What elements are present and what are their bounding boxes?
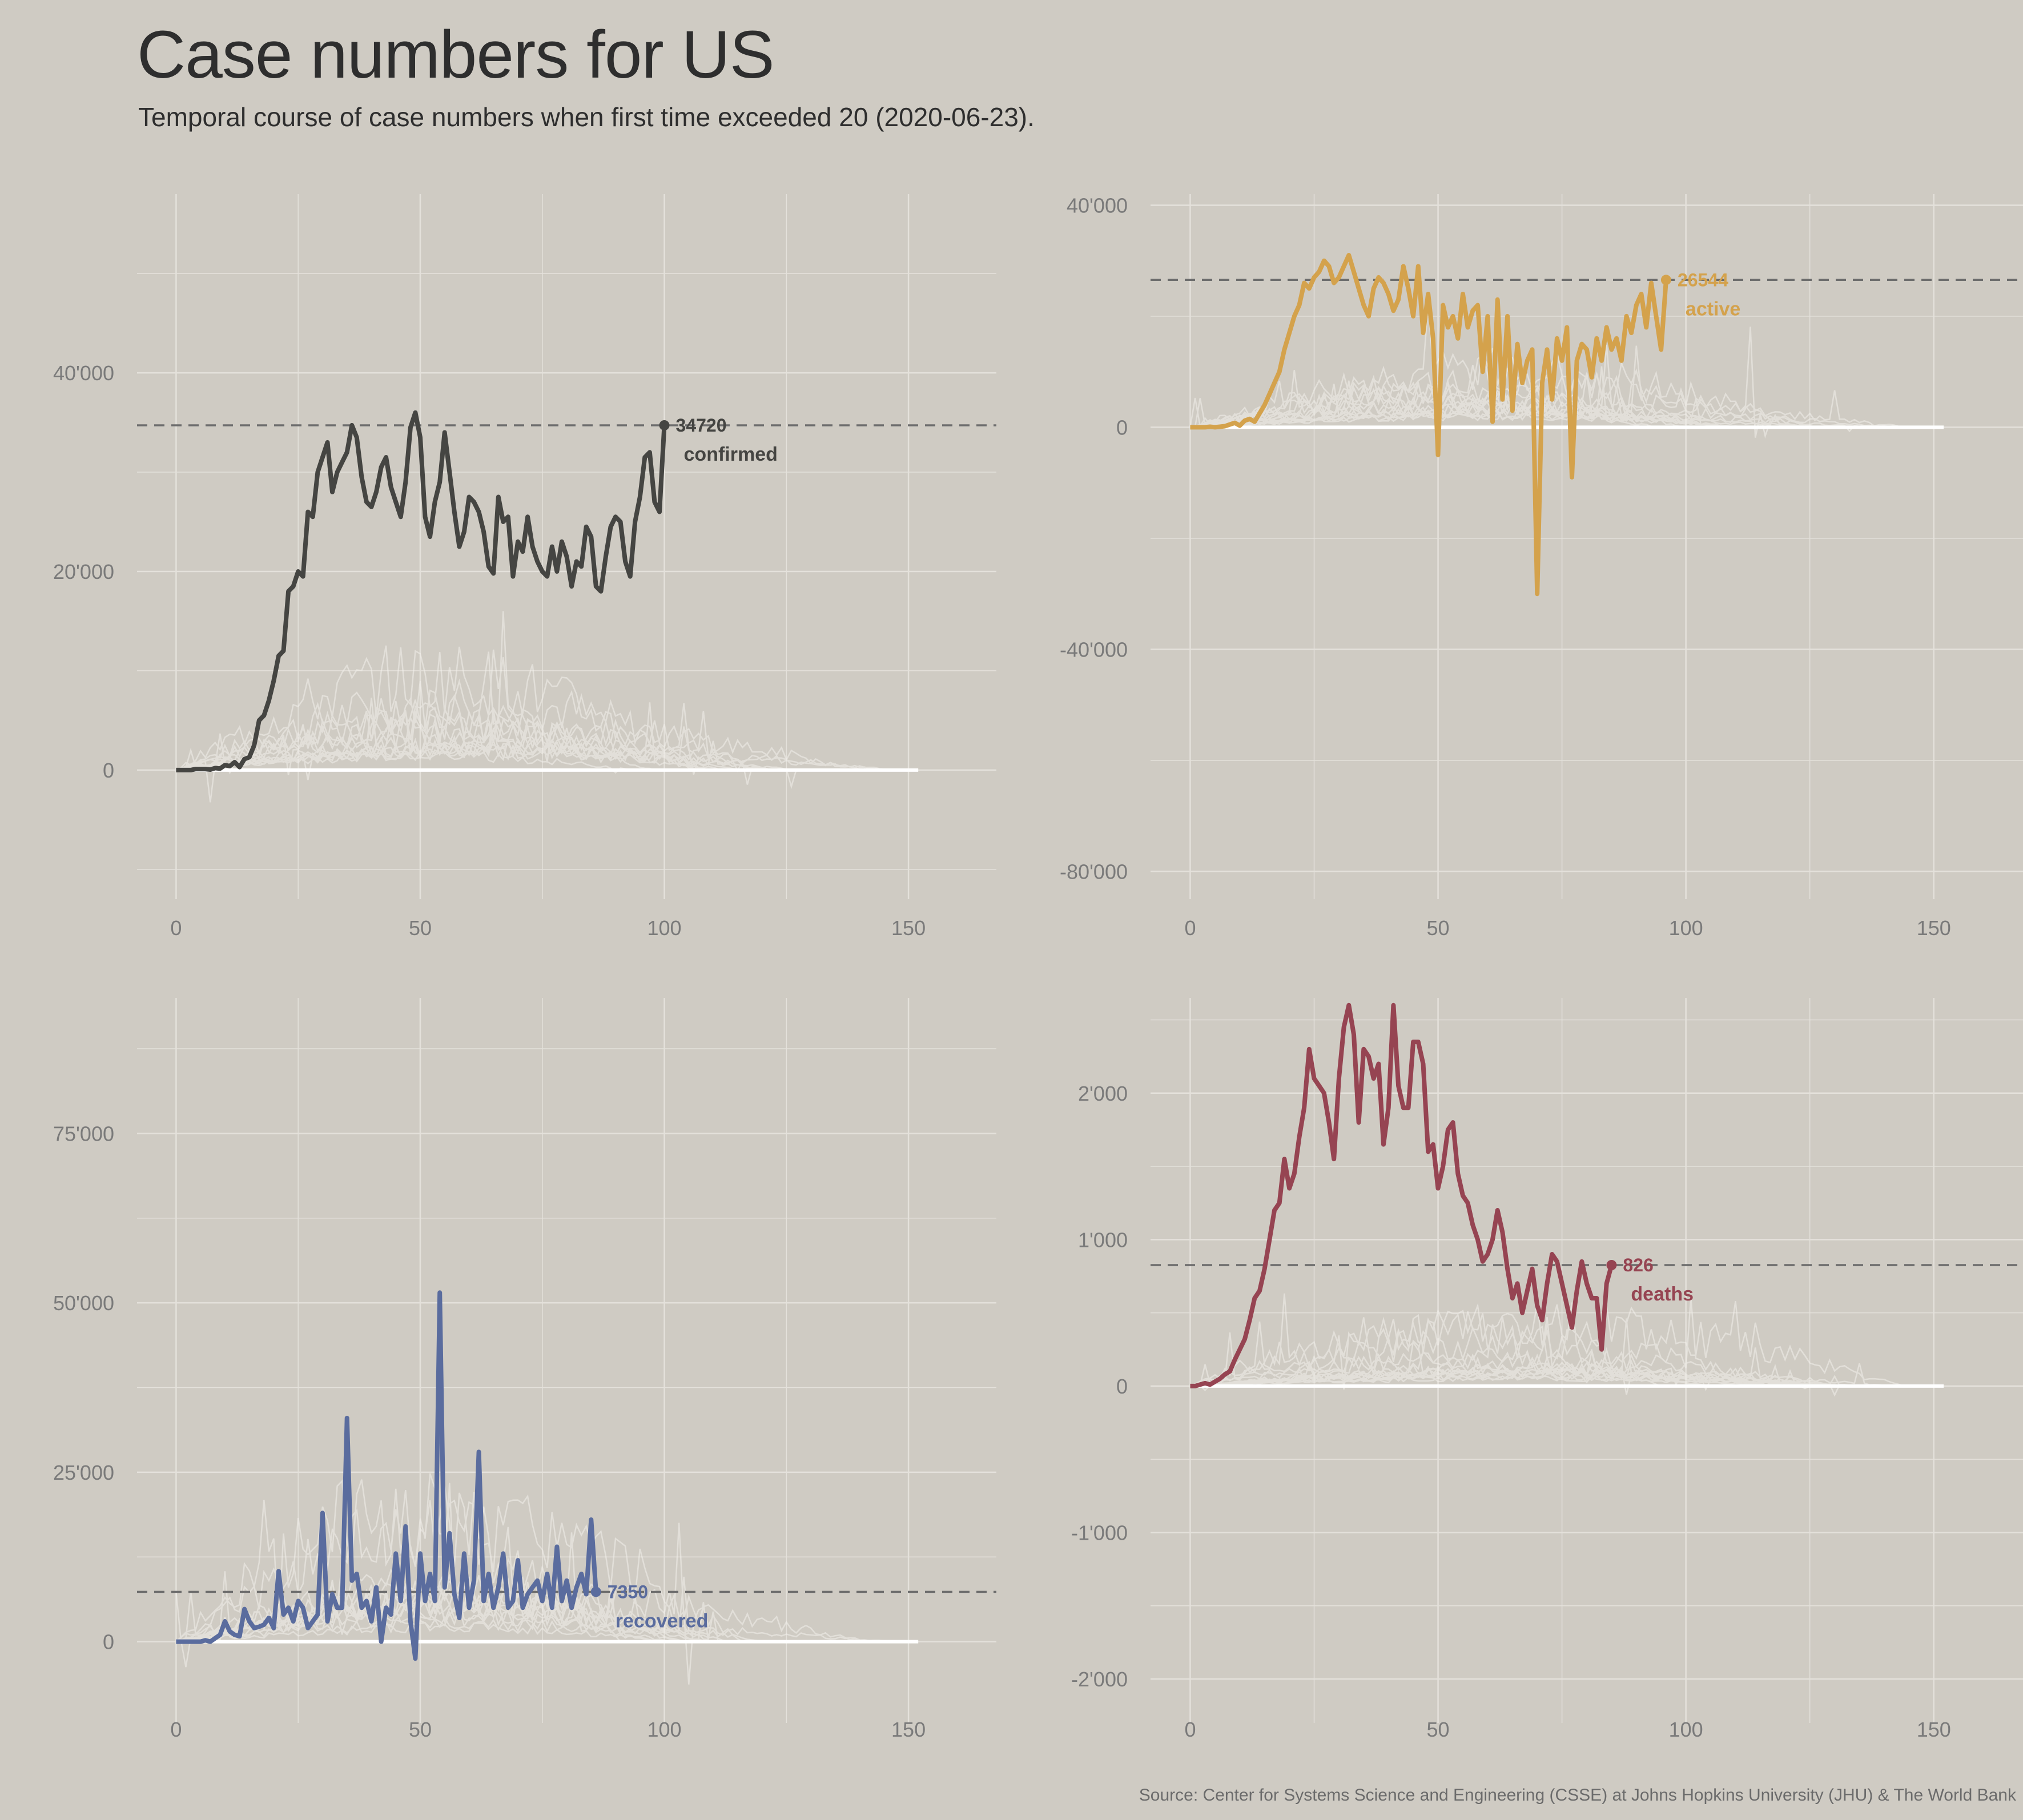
y-tick-label: -40'000 — [1060, 638, 1128, 661]
x-tick-label: 0 — [1184, 916, 1196, 940]
x-tick-label: 150 — [1917, 916, 1951, 940]
y-tick-label: 40'000 — [53, 361, 114, 385]
background-country-line — [1190, 1293, 1904, 1390]
background-series — [1189, 1293, 1904, 1397]
x-tick-label: 50 — [1427, 916, 1450, 940]
y-tick-label: 50'000 — [53, 1291, 114, 1315]
source-note: Source: Center for Systems Science and E… — [1139, 1786, 2016, 1805]
background-country-line — [176, 706, 655, 803]
background-country-line — [1190, 1332, 1711, 1395]
background-country-line — [175, 1577, 714, 1642]
background-series — [175, 611, 899, 803]
y-tick-label: 0 — [103, 1630, 114, 1654]
y-tick-label: 2'000 — [1078, 1082, 1128, 1105]
background-country-line — [176, 738, 640, 774]
y-tick-label: 20'000 — [53, 560, 114, 583]
background-country-line — [1189, 384, 1726, 429]
latest-point — [590, 1587, 601, 1597]
series-label: recovered — [616, 1610, 709, 1632]
panel-active: 0 50 100 150 -80'000 -40'000 0 40'000 26544 activ… — [1060, 194, 2023, 940]
background-country-line — [1190, 1366, 1850, 1387]
background-country-line — [176, 709, 772, 771]
x-tick-label: 0 — [1184, 1718, 1196, 1741]
y-tick-label: 0 — [103, 759, 114, 782]
latest-value-label: 826 — [1623, 1255, 1653, 1275]
panel-confirmed: 0 50 100 150 0 20'000 40'000 34720 confirmed — [53, 194, 996, 940]
x-tick-label: 50 — [409, 916, 432, 940]
y-tick-label: 75'000 — [53, 1122, 114, 1145]
x-tick-label: 150 — [891, 1718, 926, 1741]
y-tick-label: -80'000 — [1060, 860, 1128, 883]
x-tick-label: 0 — [170, 916, 182, 940]
series-line-recovered — [176, 1290, 598, 1661]
y-tick-label: 40'000 — [1067, 194, 1128, 217]
series-label: deaths — [1631, 1283, 1694, 1305]
series-line-confirmed — [176, 410, 667, 772]
background-country-line — [176, 1618, 670, 1642]
x-tick-label: 150 — [891, 916, 926, 940]
background-country-line — [1190, 1316, 1845, 1387]
series-line-deaths — [1190, 1002, 1614, 1388]
y-tick-label: -2'000 — [1071, 1668, 1128, 1691]
latest-point — [659, 420, 670, 430]
x-tick-label: 50 — [1427, 1718, 1450, 1741]
latest-point — [1660, 275, 1671, 285]
background-country-line — [176, 1607, 894, 1642]
panel-recovered: 0 50 100 150 0 25'000 50'000 75'000 7350 recovere… — [53, 998, 996, 1741]
y-tick-label: -1'000 — [1071, 1521, 1128, 1544]
page-subtitle: Temporal course of case numbers when fir… — [138, 102, 1035, 132]
background-country-line — [1190, 1298, 1800, 1387]
background-country-line — [1189, 1308, 1662, 1387]
y-tick-label: 25'000 — [53, 1461, 114, 1484]
series-label: confirmed — [684, 444, 778, 465]
background-country-line — [175, 1485, 743, 1685]
background-country-line — [1190, 1374, 1811, 1391]
background-country-line — [175, 645, 699, 771]
y-tick-label: 0 — [1116, 416, 1128, 439]
y-tick-label: 0 — [1116, 1375, 1128, 1398]
background-country-line — [1190, 1356, 1825, 1387]
latest-point — [1606, 1259, 1617, 1270]
x-tick-label: 100 — [1669, 916, 1703, 940]
x-tick-label: 50 — [409, 1718, 432, 1741]
x-tick-label: 100 — [647, 1718, 681, 1741]
x-tick-label: 150 — [1917, 1718, 1951, 1741]
latest-value-label: 34720 — [676, 415, 727, 436]
x-tick-label: 0 — [170, 1718, 182, 1741]
x-tick-label: 100 — [1669, 1718, 1703, 1741]
latest-value-label: 7350 — [608, 1581, 648, 1602]
background-country-line — [176, 732, 743, 771]
latest-value-label: 26544 — [1678, 269, 1728, 290]
y-tick-label: 1'000 — [1078, 1228, 1128, 1251]
x-tick-label: 100 — [647, 916, 681, 940]
panel-deaths: 0 50 100 150 -2'000 -1'000 0 1'000 2'000 826 death… — [1071, 998, 2023, 1741]
series-label: active — [1686, 298, 1740, 320]
page-title: Case numbers for US — [137, 17, 775, 92]
background-country-line — [176, 1581, 728, 1642]
background-country-line — [176, 1483, 719, 1668]
series-line-active — [1190, 253, 1668, 597]
background-country-line — [1190, 1369, 1825, 1387]
